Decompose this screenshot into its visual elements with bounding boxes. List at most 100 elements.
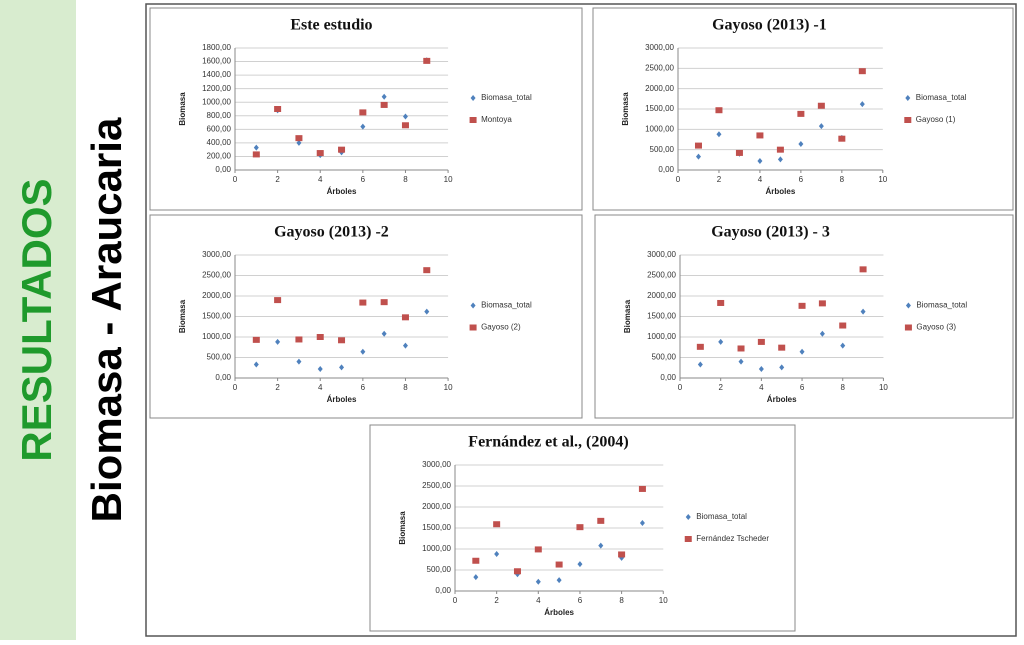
chart-title: Gayoso (2013) -1 bbox=[712, 17, 827, 34]
point bbox=[756, 132, 764, 139]
point bbox=[380, 299, 388, 306]
y-tick-label: 0,00 bbox=[658, 165, 674, 174]
y-tick-label: 0,00 bbox=[215, 165, 231, 174]
point bbox=[695, 153, 701, 160]
y-tick-label: 1500,00 bbox=[647, 312, 676, 321]
x-tick-label: 2 bbox=[275, 383, 280, 392]
point bbox=[798, 140, 804, 147]
legend-marker bbox=[905, 302, 911, 309]
x-tick-label: 6 bbox=[361, 175, 366, 184]
x-tick-label: 6 bbox=[361, 383, 366, 392]
point bbox=[296, 139, 302, 146]
y-tick-label: 1500,00 bbox=[202, 312, 231, 321]
legend-marker bbox=[905, 95, 911, 101]
x-tick-label: 2 bbox=[717, 175, 722, 184]
x-tick-label: 6 bbox=[800, 383, 805, 392]
y-tick-label: 2500,00 bbox=[645, 63, 674, 72]
y-tick-label: 1200,00 bbox=[202, 84, 231, 93]
chart-title: Gayoso (2013) -2 bbox=[274, 224, 389, 241]
point bbox=[534, 546, 542, 553]
point bbox=[423, 57, 431, 64]
x-tick-label: 0 bbox=[678, 383, 683, 392]
y-tick-label: 500,00 bbox=[207, 353, 232, 362]
y-tick-label: 3000,00 bbox=[647, 250, 676, 259]
point bbox=[777, 156, 783, 163]
point bbox=[513, 568, 521, 575]
point bbox=[316, 150, 324, 157]
x-axis-label: Árboles bbox=[544, 608, 574, 617]
legend-label: Montoya bbox=[481, 115, 512, 124]
point bbox=[779, 364, 785, 371]
x-tick-label: 4 bbox=[536, 596, 541, 605]
legend-label: Gayoso (2) bbox=[481, 323, 521, 332]
point bbox=[252, 336, 260, 343]
point bbox=[401, 122, 409, 129]
legend-label: Biomasa_total bbox=[481, 301, 532, 310]
x-tick-label: 10 bbox=[444, 175, 453, 184]
chart-title: Este estudio bbox=[290, 17, 372, 34]
x-tick-label: 2 bbox=[718, 383, 723, 392]
legend-marker bbox=[904, 117, 912, 123]
x-tick-label: 4 bbox=[318, 175, 323, 184]
y-tick-label: 0,00 bbox=[435, 586, 451, 595]
y-tick-label: 0,00 bbox=[215, 373, 231, 382]
y-tick-label: 2500,00 bbox=[422, 481, 451, 490]
point bbox=[839, 322, 847, 329]
x-tick-label: 0 bbox=[233, 383, 238, 392]
point bbox=[639, 519, 645, 526]
point bbox=[555, 561, 563, 568]
x-tick-label: 8 bbox=[619, 596, 624, 605]
point bbox=[738, 358, 744, 365]
legend-marker bbox=[685, 514, 691, 520]
point bbox=[697, 361, 703, 368]
y-tick-label: 1000,00 bbox=[647, 332, 676, 341]
point bbox=[597, 517, 605, 524]
point bbox=[274, 297, 282, 304]
point bbox=[735, 149, 743, 156]
x-axis-label: Árboles bbox=[767, 395, 797, 404]
legend-marker bbox=[684, 536, 692, 542]
legend-label: Fernández Tscheder bbox=[696, 534, 769, 543]
x-tick-label: 2 bbox=[275, 175, 280, 184]
y-axis-label: Biomasa bbox=[623, 299, 632, 333]
point bbox=[860, 308, 866, 315]
x-tick-label: 8 bbox=[841, 383, 846, 392]
point bbox=[797, 110, 805, 117]
x-tick-label: 10 bbox=[444, 383, 453, 392]
point bbox=[556, 577, 562, 584]
side-band bbox=[0, 0, 76, 640]
point bbox=[317, 365, 323, 372]
slide-title: Biomasa - Araucaria bbox=[83, 117, 130, 522]
point bbox=[360, 123, 366, 130]
point bbox=[817, 102, 825, 109]
y-tick-label: 2500,00 bbox=[202, 271, 231, 280]
point bbox=[296, 358, 302, 365]
y-tick-label: 800,00 bbox=[207, 111, 232, 120]
point bbox=[494, 551, 500, 558]
x-tick-label: 6 bbox=[578, 596, 583, 605]
y-tick-label: 1400,00 bbox=[202, 70, 231, 79]
y-axis-label: Biomasa bbox=[178, 92, 187, 126]
x-tick-label: 8 bbox=[840, 175, 845, 184]
y-tick-label: 3000,00 bbox=[645, 43, 674, 52]
point bbox=[401, 314, 409, 321]
y-tick-label: 400,00 bbox=[207, 138, 232, 147]
legend-marker bbox=[469, 324, 477, 331]
y-tick-label: 1800,00 bbox=[202, 43, 231, 52]
point bbox=[424, 308, 430, 315]
point bbox=[274, 106, 282, 112]
y-tick-label: 1000,00 bbox=[422, 544, 451, 553]
point bbox=[359, 109, 367, 116]
y-tick-label: 1600,00 bbox=[202, 57, 231, 66]
point bbox=[838, 135, 846, 142]
point bbox=[472, 557, 480, 564]
y-tick-label: 500,00 bbox=[427, 565, 452, 574]
y-tick-label: 1500,00 bbox=[422, 523, 451, 532]
point bbox=[776, 146, 784, 153]
legend-marker bbox=[904, 324, 912, 331]
point bbox=[402, 342, 408, 349]
y-tick-label: 2000,00 bbox=[202, 291, 231, 300]
point bbox=[618, 551, 626, 558]
